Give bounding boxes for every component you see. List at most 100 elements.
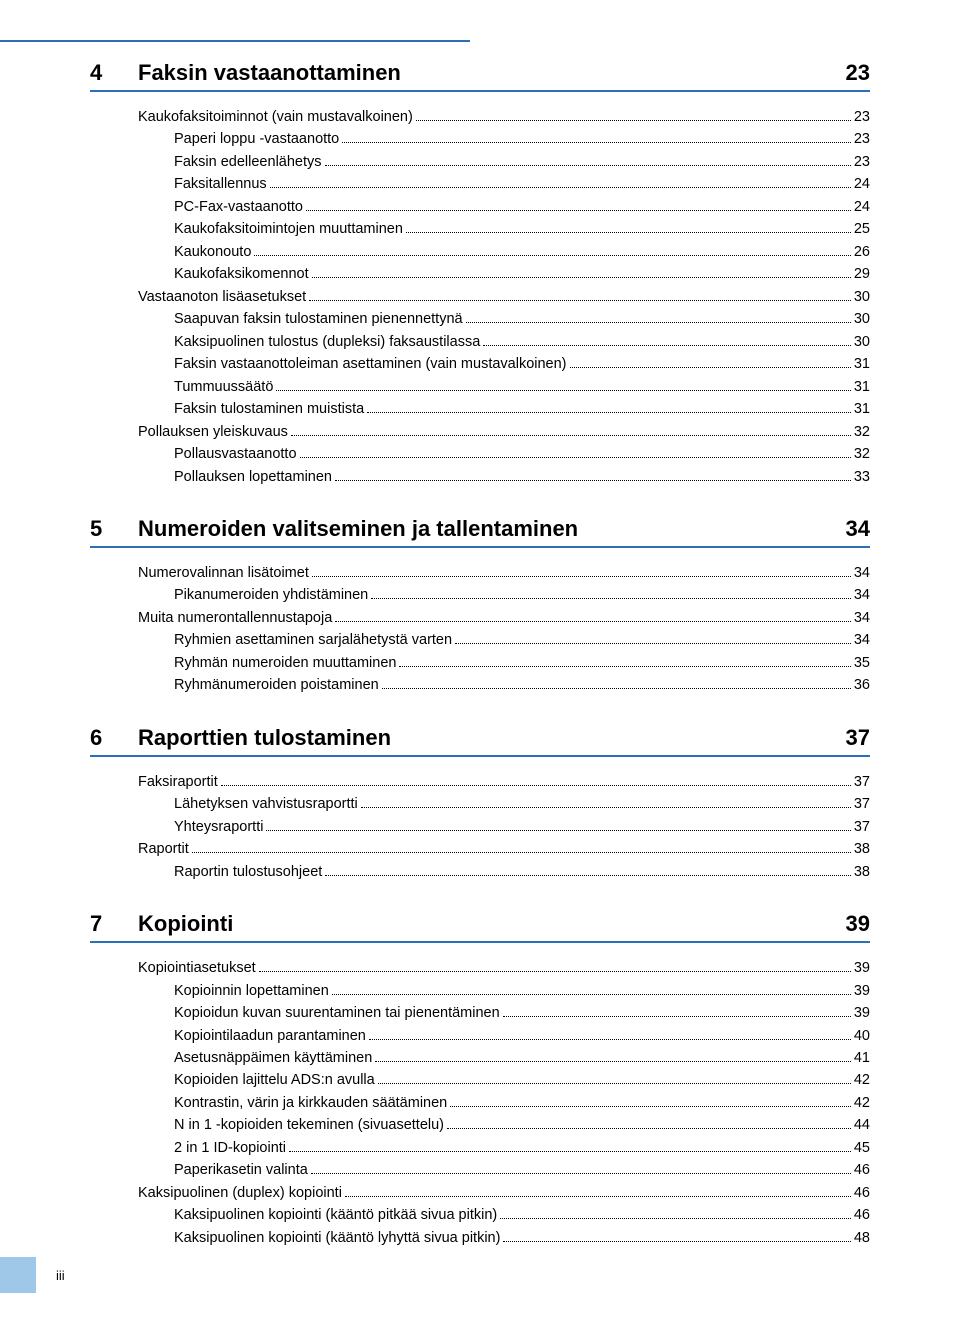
toc-entry[interactable]: Muita numerontallennustapoja 34 — [138, 607, 870, 629]
toc-entry[interactable]: 2 in 1 ID-kopiointi45 — [138, 1137, 870, 1159]
page-footer: iii — [0, 1257, 65, 1293]
leader-dots — [312, 277, 851, 278]
toc-entry-label: Vastaanoton lisäasetukset — [138, 286, 306, 308]
toc-entry[interactable]: Pollauksen lopettaminen33 — [138, 466, 870, 488]
section-number: 6 — [90, 725, 138, 751]
toc-entry-label: Kopioidun kuvan suurentaminen tai pienen… — [174, 1002, 500, 1024]
toc-entry[interactable]: PC-Fax-vastaanotto24 — [138, 196, 870, 218]
toc-entry-label: PC-Fax-vastaanotto — [174, 196, 303, 218]
toc-body: Faksiraportit 37Lähetyksen vahvistusrapor… — [90, 771, 870, 883]
section-header: 4Faksin vastaanottaminen23 — [90, 60, 870, 92]
toc-entry[interactable]: Saapuvan faksin tulostaminen pienennetty… — [138, 308, 870, 330]
toc-entry[interactable]: Faksin tulostaminen muistista31 — [138, 398, 870, 420]
toc-entry[interactable]: Faksin vastaanottoleiman asettaminen (va… — [138, 353, 870, 375]
toc-entry-page: 37 — [854, 771, 870, 793]
toc-body: Kopiointiasetukset39Kopioinnin lopettami… — [90, 957, 870, 1249]
toc-entry[interactable]: Raportin tulostusohjeet38 — [138, 861, 870, 883]
section-page: 34 — [846, 516, 870, 542]
toc-entry-label: Kaksipuolinen kopiointi (kääntö pitkää s… — [174, 1204, 497, 1226]
toc-entry[interactable]: Kaksipuolinen tulostus (dupleksi) faksau… — [138, 331, 870, 353]
leader-dots — [375, 1061, 851, 1062]
toc-entry-page: 45 — [854, 1137, 870, 1159]
leader-dots — [259, 971, 851, 972]
section-title: Kopiointi — [138, 911, 846, 937]
leader-dots — [367, 412, 851, 413]
toc-entry[interactable]: Kaukofaksitoiminnot (vain mustavalkoinen… — [138, 106, 870, 128]
leader-dots — [369, 1039, 851, 1040]
toc-entry[interactable]: Numerovalinnan lisätoimet34 — [138, 562, 870, 584]
toc-entry[interactable]: Faksin edelleenlähetys23 — [138, 151, 870, 173]
leader-dots — [192, 852, 851, 853]
leader-dots — [455, 643, 851, 644]
toc-entry[interactable]: Kopioiden lajittelu ADS:n avulla 42 — [138, 1069, 870, 1091]
section-page: 23 — [846, 60, 870, 86]
leader-dots — [289, 1151, 851, 1152]
toc-entry[interactable]: Kaukonouto26 — [138, 241, 870, 263]
toc-entry-label: Muita numerontallennustapoja — [138, 607, 332, 629]
leader-dots — [503, 1016, 851, 1017]
toc-entry[interactable]: Yhteysraportti37 — [138, 816, 870, 838]
toc-entry[interactable]: Ryhmien asettaminen sarjalähetystä varte… — [138, 629, 870, 651]
toc-entry[interactable]: Asetusnäppäimen käyttäminen41 — [138, 1047, 870, 1069]
toc-entry[interactable]: Pollauksen yleiskuvaus32 — [138, 421, 870, 443]
toc-sections: 4Faksin vastaanottaminen23 Kaukofaksitoim… — [90, 60, 870, 1249]
leader-dots — [311, 1173, 851, 1174]
toc-entry-page: 23 — [854, 106, 870, 128]
toc-entry-page: 34 — [854, 607, 870, 629]
toc-entry[interactable]: Pollausvastaanotto32 — [138, 443, 870, 465]
toc-entry[interactable]: Raportit38 — [138, 838, 870, 860]
toc-entry[interactable]: N in 1 -kopioiden tekeminen (sivuasettel… — [138, 1114, 870, 1136]
toc-entry-page: 46 — [854, 1182, 870, 1204]
toc-entry-label: Yhteysraportti — [174, 816, 263, 838]
toc-section: 6Raporttien tulostaminen37 Faksiraportit 3… — [90, 725, 870, 883]
toc-entry-label: Pikanumeroiden yhdistäminen — [174, 584, 368, 606]
toc-entry-label: Ryhmän numeroiden muuttaminen — [174, 652, 396, 674]
leader-dots — [483, 345, 851, 346]
toc-entry-label: Faksitallennus — [174, 173, 267, 195]
toc-entry-page: 39 — [854, 980, 870, 1002]
leader-dots — [342, 142, 851, 143]
toc-entry-page: 31 — [854, 398, 870, 420]
toc-entry[interactable]: Kaksipuolinen kopiointi (kääntö pitkää s… — [138, 1204, 870, 1226]
toc-entry-label: Kaksipuolinen kopiointi (kääntö lyhyttä … — [174, 1227, 500, 1249]
toc-entry[interactable]: Kaukofaksitoimintojen muuttaminen25 — [138, 218, 870, 240]
toc-entry-label: Faksin vastaanottoleiman asettaminen (va… — [174, 353, 567, 375]
toc-entry[interactable]: Faksiraportit 37 — [138, 771, 870, 793]
toc-entry-page: 32 — [854, 421, 870, 443]
toc-entry-label: Ryhmänumeroiden poistaminen — [174, 674, 379, 696]
toc-entry[interactable]: Paperi loppu -vastaanotto 23 — [138, 128, 870, 150]
leader-dots — [371, 598, 851, 599]
toc-entry[interactable]: Pikanumeroiden yhdistäminen34 — [138, 584, 870, 606]
toc-entry[interactable]: Kopioidun kuvan suurentaminen tai pienen… — [138, 1002, 870, 1024]
toc-entry[interactable]: Faksitallennus24 — [138, 173, 870, 195]
toc-entry[interactable]: Kaksipuolinen kopiointi (kääntö lyhyttä … — [138, 1227, 870, 1249]
toc-entry[interactable]: Paperikasetin valinta46 — [138, 1159, 870, 1181]
section-number: 5 — [90, 516, 138, 542]
toc-entry[interactable]: Lähetyksen vahvistusraportti37 — [138, 793, 870, 815]
toc-entry-label: Kaukofaksitoiminnot (vain mustavalkoinen… — [138, 106, 413, 128]
toc-entry-page: 40 — [854, 1025, 870, 1047]
toc-entry-label: Paperi loppu -vastaanotto — [174, 128, 339, 150]
section-title: Faksin vastaanottaminen — [138, 60, 846, 86]
toc-entry-label: Faksiraportit — [138, 771, 218, 793]
toc-entry[interactable]: Kopiointiasetukset39 — [138, 957, 870, 979]
leader-dots — [325, 165, 851, 166]
leader-dots — [306, 210, 851, 211]
leader-dots — [447, 1128, 851, 1129]
section-header: 6Raporttien tulostaminen37 — [90, 725, 870, 757]
toc-entry[interactable]: Kaukofaksikomennot29 — [138, 263, 870, 285]
toc-entry[interactable]: Tummuussäätö31 — [138, 376, 870, 398]
toc-entry[interactable]: Ryhmänumeroiden poistaminen36 — [138, 674, 870, 696]
toc-entry-label: Kaukonouto — [174, 241, 251, 263]
toc-entry[interactable]: Kopioinnin lopettaminen39 — [138, 980, 870, 1002]
toc-entry-label: Kopioiden lajittelu ADS:n avulla — [174, 1069, 375, 1091]
toc-entry[interactable]: Vastaanoton lisäasetukset30 — [138, 286, 870, 308]
toc-entry-page: 42 — [854, 1069, 870, 1091]
toc-entry[interactable]: Kaksipuolinen (duplex) kopiointi46 — [138, 1182, 870, 1204]
toc-entry[interactable]: Kopiointilaadun parantaminen40 — [138, 1025, 870, 1047]
toc-entry[interactable]: Kontrastin, värin ja kirkkauden säätämin… — [138, 1092, 870, 1114]
toc-entry-label: Kontrastin, värin ja kirkkauden säätämin… — [174, 1092, 447, 1114]
toc-entry-page: 23 — [854, 128, 870, 150]
leader-dots — [382, 688, 851, 689]
toc-entry[interactable]: Ryhmän numeroiden muuttaminen35 — [138, 652, 870, 674]
